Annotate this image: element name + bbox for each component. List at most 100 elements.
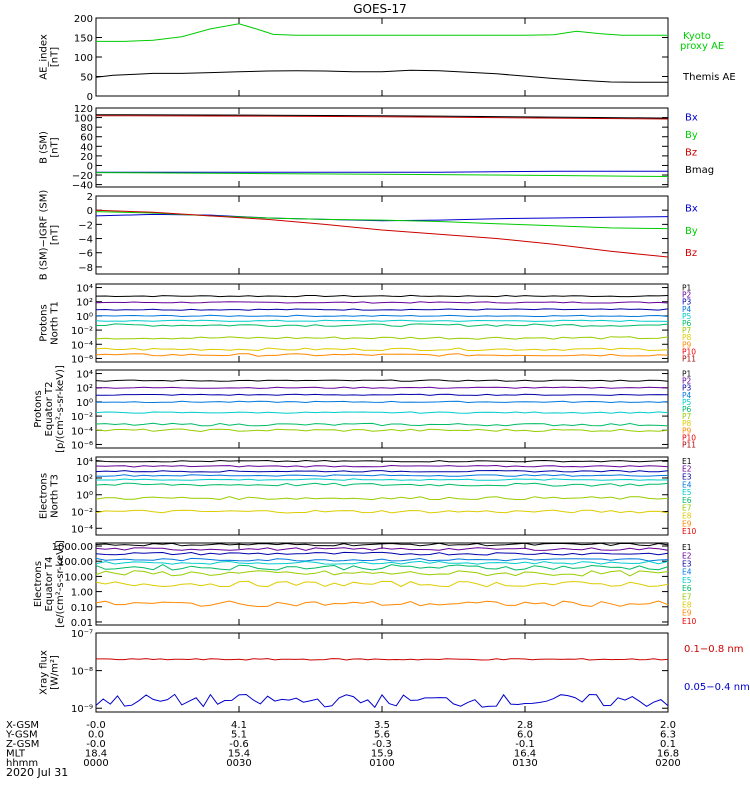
channel-line xyxy=(95,314,669,318)
legend-entry: P4 xyxy=(682,305,692,314)
y-tick-label: 20 xyxy=(80,152,93,163)
y-tick-label: 0 xyxy=(87,92,93,103)
y-axis-label: [nT] xyxy=(50,137,61,157)
channel-line xyxy=(95,301,669,304)
channel-line xyxy=(95,496,669,501)
channel-line xyxy=(95,459,669,463)
series-line xyxy=(96,170,668,173)
channel-line xyxy=(95,570,669,577)
panel-frame xyxy=(95,369,669,449)
legend-entry: E9 xyxy=(682,609,692,618)
legend-entry: P8 xyxy=(682,419,692,428)
channel-line xyxy=(95,469,669,473)
legend-entry: E7 xyxy=(682,504,692,513)
ephemeris-value: 0200 xyxy=(655,758,680,769)
ephemeris-label: MLT xyxy=(6,749,26,760)
legend-entry: E5 xyxy=(682,576,692,585)
channel-line xyxy=(95,386,669,389)
channel-line xyxy=(95,542,669,547)
plot-date: 2020 Jul 31 xyxy=(6,766,68,779)
y-tick-label: 2 xyxy=(87,192,93,203)
legend-entry: By xyxy=(685,226,698,237)
ephemeris-value: 6.3 xyxy=(660,730,676,741)
y-tick-label: 100.00 xyxy=(58,557,93,568)
channel-line xyxy=(96,323,669,327)
legend-entry: P2 xyxy=(682,291,692,300)
y-tick-label: 0.01 xyxy=(71,618,93,629)
channel-line xyxy=(95,353,669,357)
panel-6: 10⁴ 10² 10⁰ 10⁻² 10⁻⁴ Electrons North T3 E1E2E3… xyxy=(39,456,697,536)
series-line xyxy=(95,115,669,120)
legend-entry: 0.1−0.8 nm xyxy=(684,644,743,655)
y-tick-label: 10⁻² xyxy=(71,326,93,337)
ephemeris-value: 15.9 xyxy=(371,749,393,760)
ephemeris-label: Z-GSM xyxy=(6,739,39,750)
legend-entry: Bmag xyxy=(685,165,714,176)
series-line xyxy=(95,209,669,258)
channel-line xyxy=(95,474,669,477)
legend-entry: E5 xyxy=(682,488,692,497)
panel-4: 10⁴ 10² 10⁰ 10⁻² 10⁻⁴ 10⁻⁶ Protons North T1 P1P2… xyxy=(39,283,696,365)
legend-entry: E10 xyxy=(682,527,697,536)
ephemeris-value: -0.3 xyxy=(372,739,392,750)
legend-entry: P8 xyxy=(682,333,692,342)
y-tick-label: 0 xyxy=(87,161,93,172)
channel-line xyxy=(95,464,669,468)
y-tick-label: 80 xyxy=(80,123,93,134)
ephemeris-value: 16.4 xyxy=(514,749,536,760)
legend-entry: P10 xyxy=(682,433,696,442)
legend-entry: P11 xyxy=(682,354,696,363)
y-tick-label: 10⁰ xyxy=(76,398,93,409)
ephemeris-value: 16.8 xyxy=(657,749,679,760)
ephemeris-value: -0.0 xyxy=(86,739,106,750)
panel-8: 10⁻⁷ 10⁻⁸ 10⁻⁹ Xray flux [W/m²] 0.1−0.8 nm 0.0… xyxy=(39,629,750,715)
channel-line xyxy=(95,580,669,588)
channel-line xyxy=(95,422,669,427)
ephemeris-value: 5.1 xyxy=(231,730,247,741)
channel-line xyxy=(95,600,669,608)
ephemeris-value: 3.5 xyxy=(374,720,390,731)
y-tick-label: 10⁻⁶ xyxy=(71,354,93,365)
y-tick-label: 10.00 xyxy=(64,572,93,583)
y-tick-label: 10⁻² xyxy=(71,412,93,423)
y-tick-label: −20 xyxy=(72,171,93,182)
ephemeris-value: 5.6 xyxy=(374,730,390,741)
y-tick-label: 60 xyxy=(80,133,93,144)
y-tick-label: −6 xyxy=(78,249,93,260)
y-tick-label: 10⁰ xyxy=(76,312,93,323)
series-line xyxy=(95,69,668,83)
y-axis-label: [e/(cm²-s-sr-keV)] xyxy=(55,540,66,628)
y-tick-label: 10⁴ xyxy=(76,284,93,295)
y-tick-label: 10⁻⁹ xyxy=(71,704,93,715)
legend-entry: P7 xyxy=(682,326,692,335)
legend-entry: P1 xyxy=(682,284,692,293)
series-line xyxy=(95,114,669,119)
y-tick-label: 10⁻⁷ xyxy=(71,629,93,640)
y-axis-label: Protons xyxy=(39,304,50,341)
legend-entry: E3 xyxy=(682,560,692,569)
legend-entry: E2 xyxy=(682,465,692,474)
ephemeris-value: 6.0 xyxy=(517,730,533,741)
legend-entry: P7 xyxy=(682,412,692,421)
y-tick-label: 150 xyxy=(74,34,93,45)
channel-line xyxy=(95,482,669,487)
ephemeris-value: -0.6 xyxy=(229,739,249,750)
legend-entry: E4 xyxy=(682,568,692,577)
y-tick-label: 10⁻⁴ xyxy=(71,340,93,351)
y-axis-label: B (SM)−IGRF (SM) xyxy=(39,190,50,281)
series-line xyxy=(95,172,669,177)
legend-entry: P3 xyxy=(682,384,692,393)
legend-entry: P9 xyxy=(682,340,692,349)
legend-entry: P6 xyxy=(682,319,692,328)
y-axis-label: Electrons xyxy=(39,473,50,519)
y-axis-label: North T3 xyxy=(50,474,61,518)
y-tick-label: 100 xyxy=(74,114,93,125)
channel-line xyxy=(95,336,669,340)
y-tick-label: 0 xyxy=(87,206,93,217)
y-axis-label: [nT] xyxy=(50,225,61,245)
legend-entry: P1 xyxy=(682,370,692,379)
channel-line xyxy=(95,347,669,352)
